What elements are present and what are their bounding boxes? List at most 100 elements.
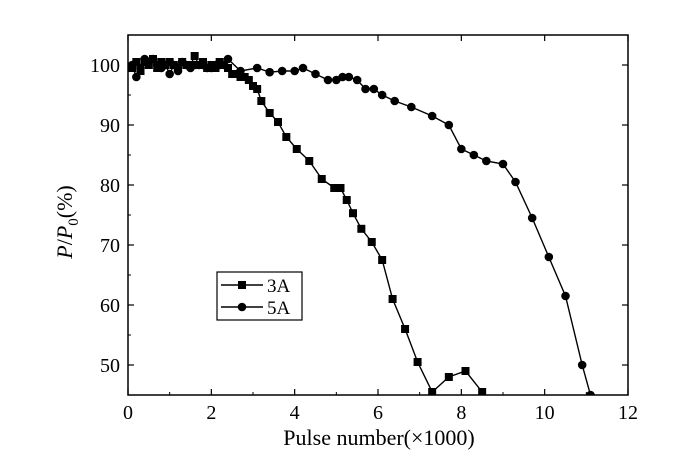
data-point-3A — [378, 256, 387, 264]
data-point-5A — [469, 150, 479, 160]
data-point-3A — [336, 184, 345, 192]
data-point-3A — [357, 224, 366, 233]
data-point-3A — [342, 196, 351, 204]
data-point-5A — [444, 120, 454, 130]
data-point-5A — [136, 63, 145, 73]
data-point-5A — [427, 111, 437, 121]
data-point-5A — [148, 54, 158, 64]
data-point-5A — [311, 69, 320, 79]
data-point-3A — [244, 76, 253, 84]
y-tick-label: 100 — [90, 55, 120, 77]
x-axis-title: Pulse number(×1000) — [283, 425, 474, 450]
data-point-5A — [482, 156, 491, 166]
series-line-3A — [131, 54, 483, 394]
data-point-3A — [253, 85, 262, 93]
data-point-3A — [265, 109, 274, 117]
series-5A — [128, 54, 595, 395]
data-point-3A — [428, 388, 437, 395]
data-point-5A — [323, 75, 333, 85]
legend-label: 3A — [267, 276, 291, 297]
data-point-3A — [367, 238, 376, 246]
data-point-5A — [577, 360, 587, 370]
data-point-5A — [165, 69, 174, 79]
data-point-5A — [344, 72, 354, 82]
data-point-5A — [369, 84, 379, 94]
x-tick-label: 0 — [123, 402, 133, 424]
data-point-3A — [349, 209, 357, 218]
data-point-5A — [586, 390, 595, 395]
data-point-3A — [236, 73, 245, 81]
data-point-5A — [236, 66, 245, 76]
data-point-5A — [561, 291, 570, 301]
data-point-5A — [390, 96, 399, 106]
x-tick-label: 6 — [373, 402, 383, 424]
data-point-5A — [544, 252, 554, 262]
data-point-3A — [292, 145, 301, 153]
y-axis-title-subscript: 0 — [66, 218, 82, 226]
data-point-5A — [223, 54, 233, 64]
data-point-3A — [232, 70, 241, 78]
data-point-5A — [161, 60, 170, 70]
data-point-3A — [165, 58, 174, 66]
data-point-3A — [274, 118, 282, 126]
data-point-3A — [249, 82, 257, 90]
y-axis-title: P/P0(%) — [52, 185, 82, 260]
data-point-3A — [228, 70, 237, 78]
data-point-3A — [305, 157, 314, 165]
data-point-5A — [457, 144, 466, 154]
data-point-3A — [401, 325, 410, 333]
legend-box — [216, 271, 303, 321]
data-point-5A — [173, 66, 183, 76]
data-point-3A — [478, 388, 487, 395]
data-point-3A — [132, 58, 141, 66]
data-point-5A — [377, 90, 387, 100]
y-tick-label: 90 — [100, 115, 120, 137]
data-point-3A — [257, 97, 266, 105]
axis-ticks: 0 2 4 6 8 10 12 50 60 70 80 90 100 — [90, 35, 638, 424]
svg-text:P/P0(%): P/P0(%) — [52, 185, 82, 260]
data-point-5A — [498, 159, 508, 169]
data-point-3A — [224, 64, 232, 72]
y-axis-title-italic: P — [52, 226, 77, 240]
data-point-3A — [157, 58, 166, 66]
data-point-5A — [219, 60, 229, 70]
y-tick-label: 80 — [100, 175, 120, 197]
data-point-5A — [252, 63, 262, 73]
data-point-5A — [132, 72, 141, 82]
data-point-3A — [444, 373, 453, 381]
data-point-3A — [190, 52, 199, 60]
data-point-3A — [388, 295, 397, 303]
legend-marker — [237, 302, 247, 312]
data-point-3A — [330, 184, 339, 192]
data-point-5A — [290, 66, 299, 76]
legend-marker — [238, 281, 246, 289]
x-tick-label: 2 — [206, 402, 216, 424]
x-tick-label: 12 — [618, 402, 638, 424]
data-point-5A — [361, 84, 370, 94]
x-tick-label: 8 — [456, 402, 466, 424]
x-tick-label: 4 — [290, 402, 300, 424]
y-axis-title-lead: P — [52, 245, 77, 259]
data-point-5A — [527, 213, 537, 223]
y-tick-label: 50 — [100, 355, 120, 377]
data-point-5A — [265, 67, 274, 77]
data-point-5A — [407, 102, 416, 112]
legend-label: 5A — [267, 298, 291, 319]
y-tick-label: 60 — [100, 295, 120, 317]
data-point-5A — [277, 66, 287, 76]
data-point-5A — [338, 72, 347, 82]
x-tick-label: 10 — [535, 402, 555, 424]
data-point-3A — [240, 73, 249, 81]
data-point-3A — [317, 175, 326, 183]
y-axis-title-slash: / — [52, 238, 77, 245]
series-3A — [128, 52, 487, 395]
data-point-5A — [169, 60, 179, 70]
data-point-5A — [298, 63, 308, 73]
plot-area — [128, 52, 595, 395]
data-point-3A — [461, 367, 470, 375]
data-point-3A — [282, 133, 291, 141]
y-tick-label: 70 — [100, 235, 120, 257]
data-point-3A — [413, 358, 422, 366]
